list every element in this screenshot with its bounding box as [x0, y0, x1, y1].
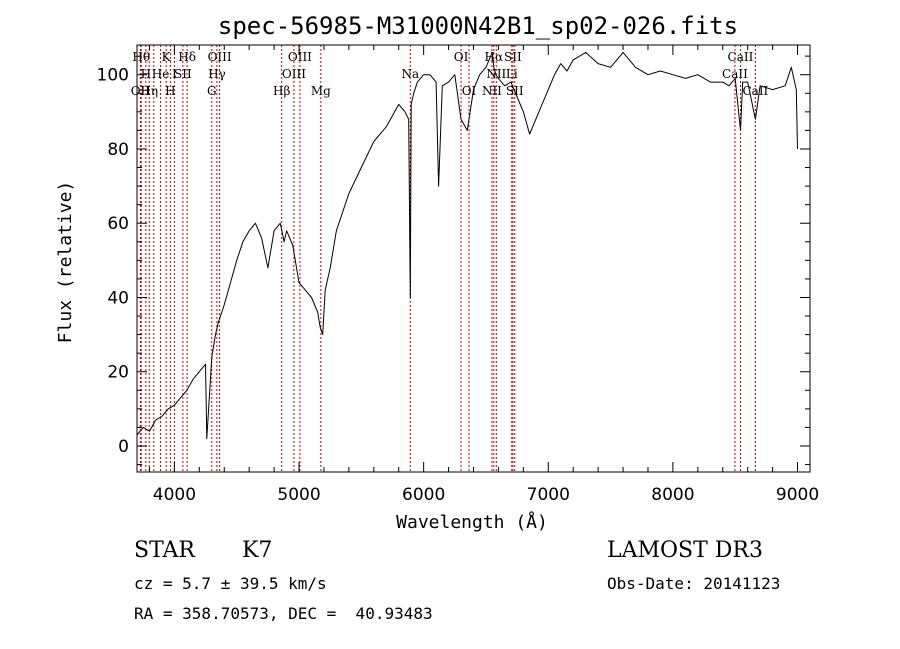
spectral-line-label: CaII	[742, 84, 768, 98]
chart-title: spec-56985-M31000N42B1_sp02-026.fits	[218, 12, 738, 40]
spectral-line-label: Na	[401, 67, 419, 81]
spectral-line-label: OI	[462, 84, 477, 98]
spectral-line-label: He	[152, 67, 170, 81]
y-tick-label: 60	[107, 214, 129, 234]
spectral-line-label: Li	[506, 67, 518, 81]
observation-date: Obs-Date: 20141123	[607, 574, 781, 593]
spectral-line-label: Hβ	[273, 84, 290, 98]
spectral-line-label: Hα	[485, 50, 504, 64]
y-tick-label: 100	[97, 66, 129, 86]
spectral-line-label: I	[172, 67, 177, 81]
spectral-line-label: Hγ	[208, 67, 226, 81]
y-axis-label: Flux (relative)	[55, 181, 76, 344]
flux-line	[136, 51, 798, 440]
spectral-line-label: H	[141, 67, 151, 81]
spectral-line-label: Hθ	[132, 50, 150, 64]
spectral-line-label: Hη	[140, 84, 158, 98]
spectral-line-label: CaII	[728, 50, 754, 64]
coordinates: RA = 358.70573, DEC = 40.93483	[134, 604, 433, 623]
survey-name: LAMOST DR3	[607, 538, 763, 563]
spectral-line-label: OIII	[288, 50, 312, 64]
plot-frame	[136, 44, 811, 473]
flux-series	[136, 51, 798, 440]
x-tick-label: 9000	[776, 485, 819, 505]
spectral-line-label: SII	[504, 50, 522, 64]
spectral-line-markers	[139, 45, 756, 472]
redshift-cz: cz = 5.7 ± 39.5 km/s	[134, 574, 327, 593]
spectral-line-label: H	[165, 84, 175, 98]
x-tick-label: 7000	[527, 485, 570, 505]
y-tick-label: 40	[107, 288, 129, 308]
spectral-line-label: NII	[486, 67, 506, 81]
spectral-line-label: K	[162, 50, 172, 64]
spectral-line-label: CaII	[722, 67, 748, 81]
spectral-line-label: Hδ	[178, 50, 196, 64]
spectral-line-label: OII	[131, 84, 151, 98]
spectral-line-label: OIII	[208, 50, 232, 64]
object-subclass: K7	[242, 538, 273, 563]
x-tick-label: 5000	[277, 485, 320, 505]
spectral-line-label: Mg	[311, 84, 331, 98]
spectral-line-label: NII	[482, 84, 502, 98]
axes: 4000 5000 6000 7000 8000 9000 0 20 40 60 80 100	[97, 44, 819, 505]
y-tick-label: 20	[107, 363, 129, 383]
x-tick-label: 4000	[153, 485, 196, 505]
spectral-line-label: SII	[174, 67, 192, 81]
spectral-line-label: OIII	[282, 67, 306, 81]
y-tick-label: 0	[118, 437, 129, 457]
x-tick-label: 6000	[402, 485, 445, 505]
spectral-line-label: G	[207, 84, 217, 98]
x-tick-label: 8000	[651, 485, 694, 505]
spectral-line-label: OI	[454, 50, 469, 64]
y-tick-label: 80	[107, 140, 129, 160]
x-axis-label: Wavelength (Å)	[396, 511, 548, 533]
spectral-line-labels: HθHOIIHηHeKHISIIHδGHγOIIIHβOIIIOIIIMgNaO…	[131, 50, 769, 98]
object-class: STAR	[134, 538, 195, 563]
